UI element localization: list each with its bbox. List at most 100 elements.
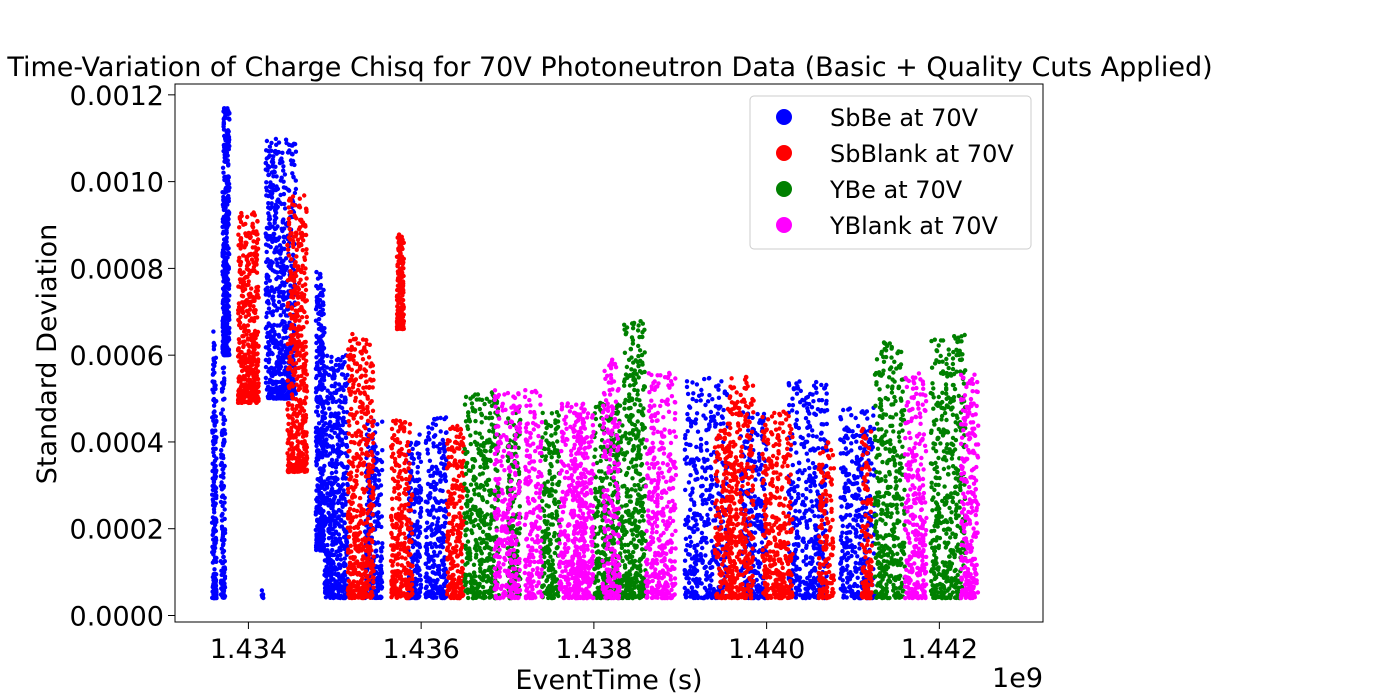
data-point	[798, 388, 803, 394]
data-point	[321, 528, 326, 534]
data-point	[345, 454, 350, 459]
data-point	[212, 409, 217, 414]
data-point	[757, 458, 762, 463]
data-point	[283, 137, 289, 142]
chart-title: Time-Variation of Charge Chisq for 70V P…	[6, 52, 1212, 83]
data-point	[219, 448, 224, 453]
data-point	[752, 459, 757, 465]
data-point	[379, 467, 385, 473]
data-point	[225, 246, 230, 252]
data-point	[343, 435, 349, 440]
data-point	[221, 214, 227, 219]
data-point	[692, 511, 698, 516]
data-point	[798, 580, 803, 585]
data-point	[693, 518, 698, 523]
data-point	[324, 552, 329, 557]
data-point	[431, 515, 437, 520]
data-point	[816, 398, 822, 403]
data-point	[431, 564, 436, 570]
data-point	[221, 554, 226, 560]
data-point	[240, 283, 246, 288]
data-point	[793, 500, 798, 506]
data-point	[264, 249, 269, 255]
data-point	[378, 483, 384, 488]
data-point	[839, 534, 844, 539]
data-point	[340, 419, 346, 424]
data-point	[838, 451, 843, 456]
data-point	[315, 477, 320, 482]
data-point	[750, 415, 755, 420]
data-point	[806, 433, 811, 438]
data-point	[219, 494, 225, 499]
data-point	[417, 483, 422, 489]
data-point	[720, 415, 725, 420]
data-point	[272, 396, 277, 401]
data-point	[220, 503, 225, 509]
data-point	[438, 478, 443, 483]
data-point	[856, 423, 861, 429]
data-point	[690, 486, 695, 491]
data-point	[838, 561, 843, 566]
data-point	[763, 447, 769, 452]
data-point	[424, 520, 430, 525]
data-point	[434, 523, 439, 528]
data-point	[314, 386, 319, 391]
data-point	[685, 391, 691, 397]
data-point	[334, 572, 339, 577]
data-point	[221, 170, 226, 175]
data-point	[319, 377, 324, 382]
data-point	[708, 493, 713, 498]
data-point	[210, 379, 215, 384]
data-point	[271, 231, 276, 237]
data-point	[705, 512, 710, 518]
data-point	[319, 311, 325, 317]
data-point	[800, 493, 805, 498]
data-point	[277, 243, 283, 248]
data-point	[269, 379, 274, 384]
data-point	[704, 577, 709, 582]
data-point	[226, 264, 231, 270]
data-point	[698, 484, 704, 489]
data-point	[247, 318, 252, 323]
data-point	[841, 595, 846, 600]
data-point	[845, 580, 850, 585]
data-point	[440, 488, 445, 494]
data-point	[223, 220, 229, 225]
data-point	[225, 345, 230, 350]
data-point	[682, 447, 688, 452]
data-point	[423, 499, 428, 504]
data-point	[271, 322, 277, 328]
data-point	[272, 303, 278, 308]
data-point	[810, 539, 816, 544]
data-point	[431, 595, 436, 600]
data-point	[210, 503, 216, 508]
data-point	[791, 542, 797, 547]
data-point	[418, 509, 424, 514]
data-point	[278, 256, 283, 261]
data-point	[263, 292, 268, 297]
data-point	[416, 440, 421, 446]
data-point	[410, 544, 416, 550]
data-point	[715, 411, 720, 416]
data-point	[266, 226, 271, 231]
data-point	[810, 428, 815, 433]
data-point	[339, 544, 344, 549]
data-point	[709, 578, 714, 583]
data-point	[255, 294, 260, 300]
data-point	[269, 338, 274, 343]
data-point	[787, 402, 792, 408]
data-point	[799, 442, 804, 447]
data-point	[688, 442, 693, 448]
data-point	[324, 484, 330, 489]
data-point	[240, 390, 245, 395]
data-point	[267, 343, 272, 348]
data-point	[435, 444, 440, 449]
data-point	[222, 537, 227, 543]
data-point	[689, 590, 694, 595]
data-point	[332, 376, 337, 381]
data-point	[221, 380, 226, 385]
data-point	[221, 286, 226, 291]
data-point	[699, 530, 705, 536]
data-point	[794, 450, 799, 455]
data-point	[248, 234, 253, 240]
